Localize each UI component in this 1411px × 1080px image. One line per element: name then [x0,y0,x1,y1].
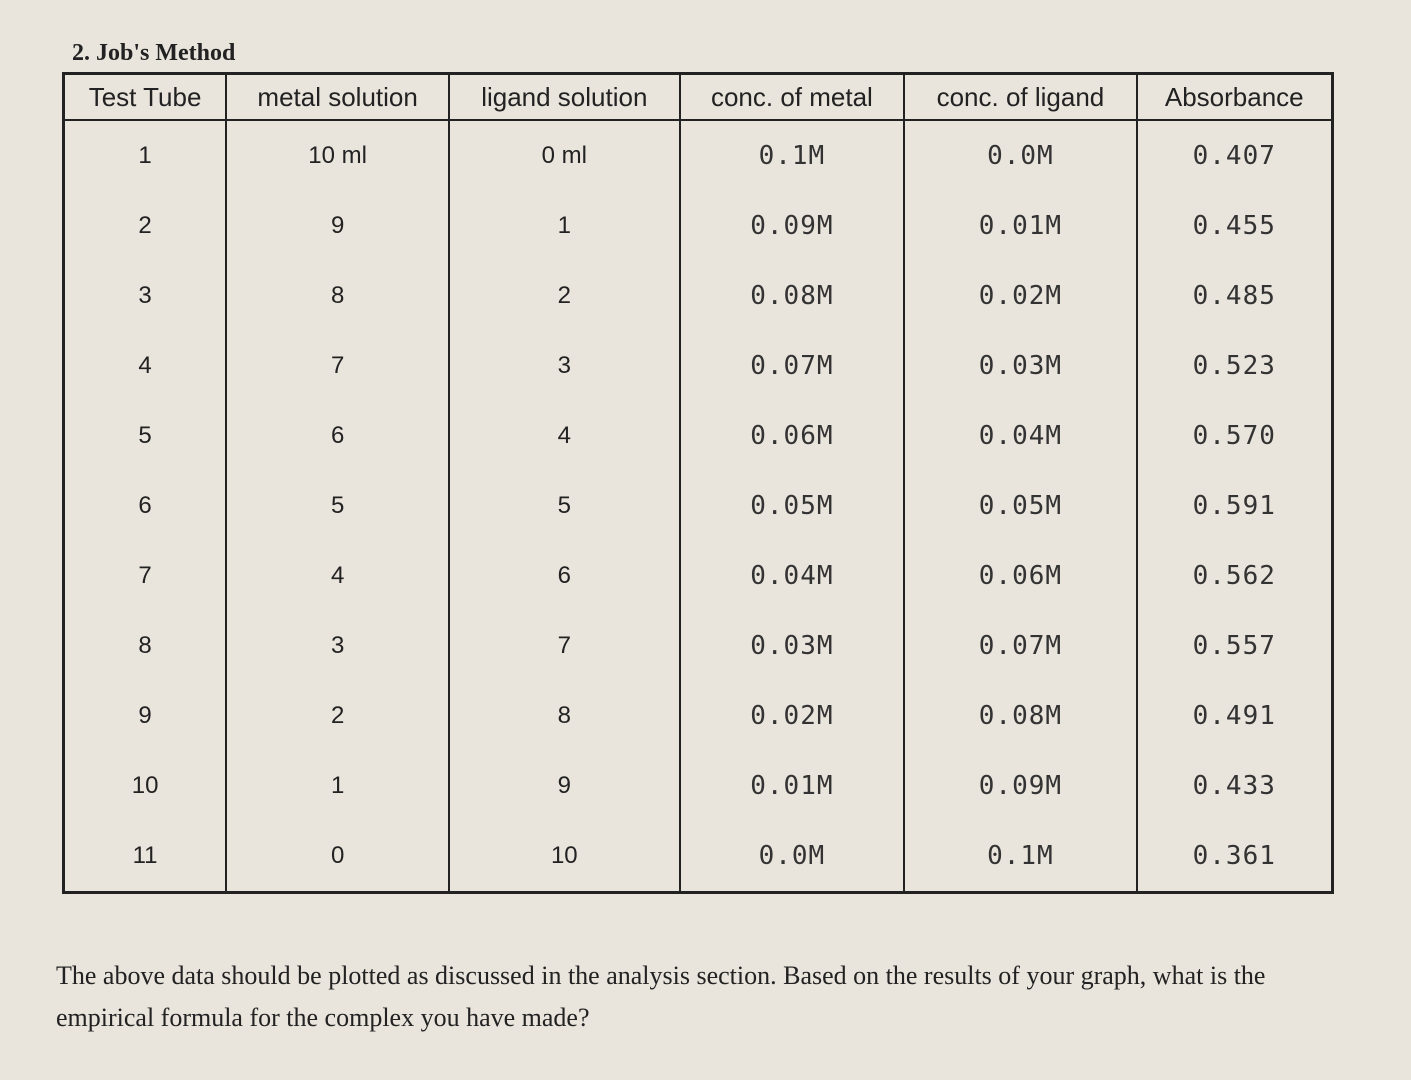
table-cell: 6 [448,541,681,611]
table-cell: 10 ml [225,120,451,191]
column-header: conc. of ligand [903,72,1138,121]
handwritten-cell: 0.09M [903,751,1138,821]
handwritten-cell: 0.491 [1135,681,1334,751]
handwritten-cell: 0.01M [678,751,906,821]
table-cell: 1 [448,191,681,261]
table-cell: 7 [225,331,451,401]
handwritten-cell: 0.407 [1135,120,1334,191]
handwritten-cell: 0.02M [903,261,1138,331]
handwritten-cell: 0.01M [903,191,1138,261]
column-header: conc. of metal [678,72,906,121]
handwritten-cell: 0.02M [678,681,906,751]
handwritten-cell: 0.1M [903,821,1138,893]
heading: 2. Job's Method [72,40,236,66]
handwritten-cell: 0.07M [678,331,906,401]
column-header: Absorbance [1135,72,1334,121]
table-row: 9 2 8 0.02M 0.08M 0.491 [62,681,1334,751]
table-cell: 0 ml [448,120,681,191]
table-cell: 5 [62,401,228,471]
table-row: 2 9 1 0.09M 0.01M 0.455 [62,191,1334,261]
handwritten-cell: 0.0M [678,821,906,893]
question: The above data should be plotted as disc… [56,961,1266,1032]
handwritten-cell: 0.05M [678,471,906,541]
handwritten-cell: 0.09M [678,191,906,261]
table-cell: 2 [448,261,681,331]
table-cell: 1 [62,120,228,191]
table-cell: 9 [62,681,228,751]
handwritten-cell: 0.591 [1135,471,1334,541]
table-cell: 6 [62,471,228,541]
table-row: 3 8 2 0.08M 0.02M 0.485 [62,261,1334,331]
table-row: 10 1 9 0.01M 0.09M 0.433 [62,751,1334,821]
table-body: 1 10 ml 0 ml 0.1M 0.0M 0.407 2 9 1 0.09M 0.01M 0.45… [62,120,1334,893]
table-cell: 2 [225,681,451,751]
table-cell: 4 [225,541,451,611]
table-cell: 1 [225,751,451,821]
table-row: 6 5 5 0.05M 0.05M 0.591 [62,471,1334,541]
table-cell: 5 [225,471,451,541]
table-cell: 8 [62,611,228,681]
table-row: 5 6 4 0.06M 0.04M 0.570 [62,401,1334,471]
handwritten-cell: 0.562 [1135,541,1334,611]
table-cell: 5 [448,471,681,541]
handwritten-cell: 0.06M [903,541,1138,611]
table-cell: 10 [62,751,228,821]
handwritten-cell: 0.05M [903,471,1138,541]
handwritten-cell: 0.03M [903,331,1138,401]
table-cell: 9 [448,751,681,821]
table-cell: 11 [62,821,228,893]
handwritten-cell: 0.07M [903,611,1138,681]
table-cell: 0 [225,821,451,893]
header-row: Test Tube metal solution ligand solution co… [62,72,1334,121]
column-header: ligand solution [448,72,681,121]
handwritten-cell: 0.455 [1135,191,1334,261]
handwritten-cell: 0.570 [1135,401,1334,471]
table-row: 11 0 10 0.0M 0.1M 0.361 [62,821,1334,893]
data-table: Test Tube metal solution ligand solution co… [62,72,1334,894]
column-header: metal solution [225,72,451,121]
handwritten-cell: 0.485 [1135,261,1334,331]
table-row: 8 3 7 0.03M 0.07M 0.557 [62,611,1334,681]
handwritten-cell: 0.0M [903,120,1138,191]
table-cell: 3 [448,331,681,401]
table-cell: 2 [62,191,228,261]
table-row: 4 7 3 0.07M 0.03M 0.523 [62,331,1334,401]
table-cell: 3 [225,611,451,681]
table-cell: 9 [225,191,451,261]
handwritten-cell: 0.523 [1135,331,1334,401]
handwritten-cell: 0.03M [678,611,906,681]
handwritten-cell: 0.04M [903,401,1138,471]
handwritten-cell: 0.06M [678,401,906,471]
table-cell: 7 [448,611,681,681]
table-cell: 6 [225,401,451,471]
handwritten-cell: 0.1M [678,120,906,191]
table-cell: 3 [62,261,228,331]
table-row: 7 4 6 0.04M 0.06M 0.562 [62,541,1334,611]
handwritten-cell: 0.08M [903,681,1138,751]
handwritten-cell: 0.361 [1135,821,1334,893]
table-cell: 10 [448,821,681,893]
table-cell: 8 [225,261,451,331]
handwritten-cell: 0.08M [678,261,906,331]
handwritten-cell: 0.433 [1135,751,1334,821]
handwritten-cell: 0.557 [1135,611,1334,681]
table-cell: 4 [62,331,228,401]
column-header: Test Tube [62,72,228,121]
table-cell: 7 [62,541,228,611]
handwritten-cell: 0.04M [678,541,906,611]
table-cell: 4 [448,401,681,471]
table-row: 1 10 ml 0 ml 0.1M 0.0M 0.407 [62,120,1334,191]
table-cell: 8 [448,681,681,751]
